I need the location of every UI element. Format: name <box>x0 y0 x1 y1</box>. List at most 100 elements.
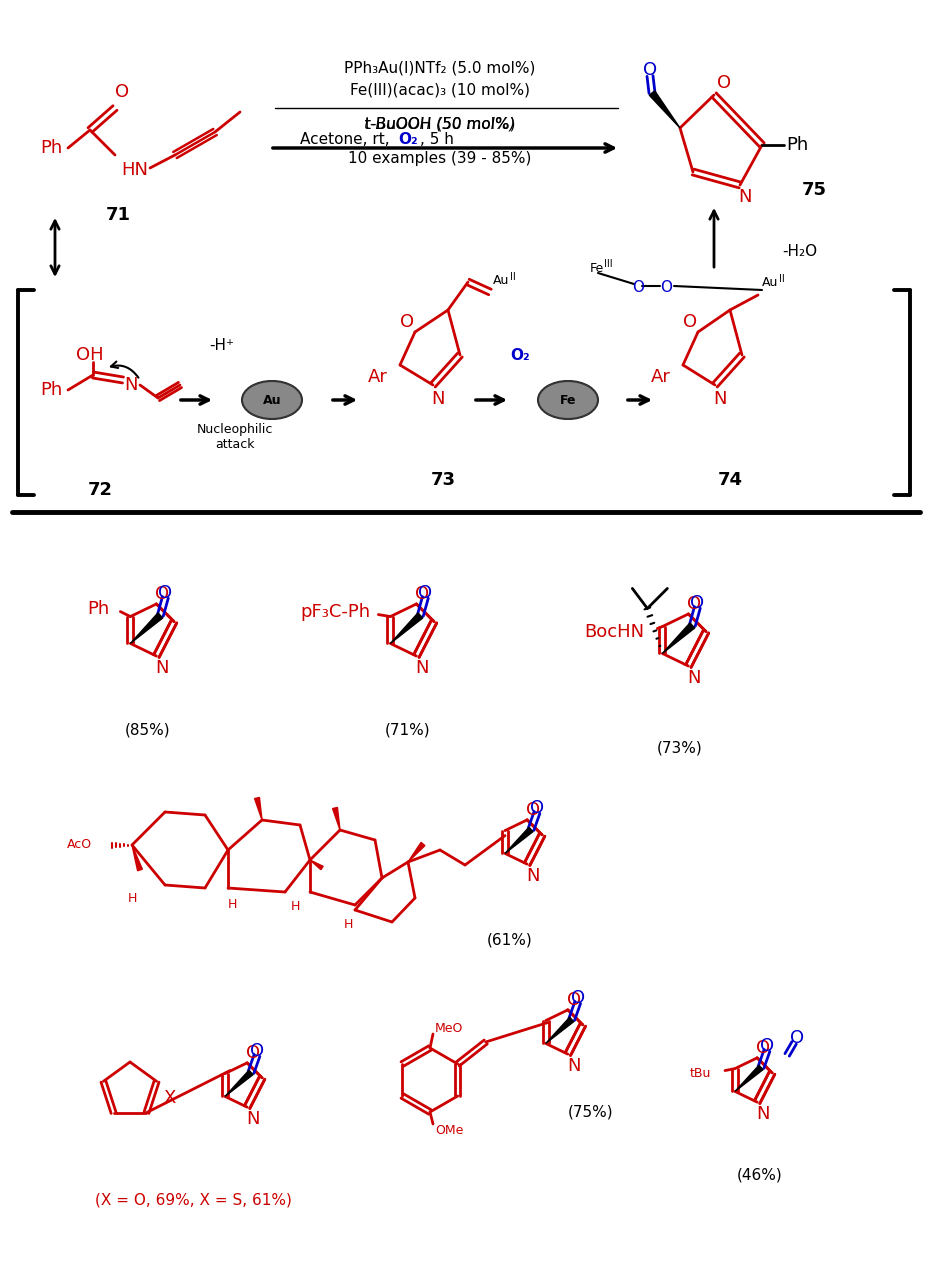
Text: Au: Au <box>493 273 510 287</box>
Text: Ph: Ph <box>88 599 109 618</box>
Text: O: O <box>246 1044 260 1062</box>
Text: O: O <box>526 801 541 819</box>
Text: N: N <box>432 391 445 408</box>
Text: Nucleophilic: Nucleophilic <box>197 423 273 436</box>
Text: 75: 75 <box>802 181 827 198</box>
Text: tBu: tBu <box>690 1067 711 1079</box>
Text: O: O <box>683 313 697 331</box>
Text: O: O <box>400 313 414 331</box>
Text: N: N <box>713 391 727 408</box>
Text: N: N <box>246 1110 260 1129</box>
Text: -H₂O: -H₂O <box>783 244 817 259</box>
Text: (73%): (73%) <box>657 741 703 756</box>
FancyArrowPatch shape <box>111 362 139 378</box>
Text: (85%): (85%) <box>125 723 171 737</box>
Text: N: N <box>527 867 540 885</box>
Text: N: N <box>416 659 429 678</box>
Text: III: III <box>604 259 612 269</box>
Text: II: II <box>779 274 785 284</box>
Text: O: O <box>567 991 581 1009</box>
Text: (X = O, 69%, X = S, 61%): (X = O, 69%, X = S, 61%) <box>95 1192 292 1207</box>
Text: O: O <box>158 584 172 603</box>
Polygon shape <box>254 798 262 820</box>
Text: O: O <box>691 594 705 613</box>
Text: Ph: Ph <box>40 139 62 157</box>
Text: O: O <box>756 1039 770 1057</box>
Text: MeO: MeO <box>435 1021 463 1034</box>
Text: 73: 73 <box>431 471 456 489</box>
Text: O: O <box>530 799 544 818</box>
Text: N: N <box>688 669 701 688</box>
Text: BocHN: BocHN <box>584 623 644 641</box>
Polygon shape <box>310 860 323 870</box>
Text: H: H <box>343 919 352 932</box>
Polygon shape <box>663 623 694 653</box>
Text: HN: HN <box>121 161 148 179</box>
Text: N: N <box>156 659 169 678</box>
Polygon shape <box>650 91 680 128</box>
Text: Au: Au <box>762 276 778 288</box>
Polygon shape <box>505 827 533 853</box>
Text: , 5 h: , 5 h <box>420 133 454 148</box>
Text: O: O <box>250 1043 264 1060</box>
Text: Ph: Ph <box>41 380 63 399</box>
Ellipse shape <box>242 380 302 418</box>
Text: H: H <box>128 891 137 905</box>
Text: Ar: Ar <box>651 368 671 386</box>
Text: O: O <box>687 595 702 613</box>
Text: O₂: O₂ <box>398 133 418 148</box>
Text: OH: OH <box>76 346 103 364</box>
Text: 74: 74 <box>718 471 743 489</box>
Text: O: O <box>416 585 430 603</box>
Text: X: X <box>164 1090 176 1107</box>
Polygon shape <box>546 1018 574 1043</box>
Polygon shape <box>735 1066 763 1091</box>
Text: O: O <box>632 281 644 296</box>
Text: O: O <box>790 1029 804 1047</box>
Text: attack: attack <box>215 439 254 451</box>
Text: O: O <box>115 83 129 101</box>
Polygon shape <box>333 808 340 830</box>
Polygon shape <box>408 842 425 862</box>
Polygon shape <box>391 613 423 643</box>
Text: Au: Au <box>263 393 281 407</box>
Text: Fe: Fe <box>590 262 604 274</box>
Text: 10 examples (39 - 85%): 10 examples (39 - 85%) <box>349 150 531 166</box>
Polygon shape <box>225 1071 254 1096</box>
Text: (46%): (46%) <box>737 1168 783 1183</box>
Text: O: O <box>570 990 584 1007</box>
Text: Ar: Ar <box>368 368 388 386</box>
Text: t-BuOOH (50 mol%): t-BuOOH (50 mol%) <box>364 116 515 131</box>
Text: O: O <box>156 585 170 603</box>
Ellipse shape <box>538 380 598 418</box>
Text: O: O <box>418 584 432 603</box>
Text: N: N <box>757 1105 770 1124</box>
Text: PPh₃Au(I)NTf₂ (5.0 mol%): PPh₃Au(I)NTf₂ (5.0 mol%) <box>344 61 536 76</box>
Text: N: N <box>124 375 138 394</box>
Text: O₂: O₂ <box>510 348 529 363</box>
Text: 71: 71 <box>105 206 130 224</box>
Text: AcO: AcO <box>67 838 92 852</box>
Text: O: O <box>660 281 672 296</box>
Text: H: H <box>290 900 300 914</box>
Text: (71%): (71%) <box>385 723 431 737</box>
Text: Acetone, rt,: Acetone, rt, <box>300 133 390 148</box>
Text: H: H <box>227 899 237 911</box>
Polygon shape <box>132 846 143 871</box>
Text: -H⁺: -H⁺ <box>210 337 235 353</box>
Text: 72: 72 <box>88 482 113 499</box>
Text: Ph: Ph <box>786 137 808 154</box>
Text: Fe(III)(acac)₃ (10 mol%): Fe(III)(acac)₃ (10 mol%) <box>350 82 530 97</box>
Text: O: O <box>643 61 657 78</box>
Text: (61%): (61%) <box>487 933 533 948</box>
Polygon shape <box>130 613 163 643</box>
Text: N: N <box>738 188 752 206</box>
Text: Fe: Fe <box>560 393 576 407</box>
Text: II: II <box>510 272 515 282</box>
Text: O: O <box>760 1038 774 1055</box>
Text: (75%): (75%) <box>568 1105 613 1120</box>
Text: pF₃C-Ph: pF₃C-Ph <box>300 603 370 621</box>
Text: N: N <box>567 1057 581 1076</box>
Text: OMe: OMe <box>435 1124 463 1136</box>
Text: t-BuOOH (50 mol%): t-BuOOH (50 mol%) <box>364 116 515 131</box>
